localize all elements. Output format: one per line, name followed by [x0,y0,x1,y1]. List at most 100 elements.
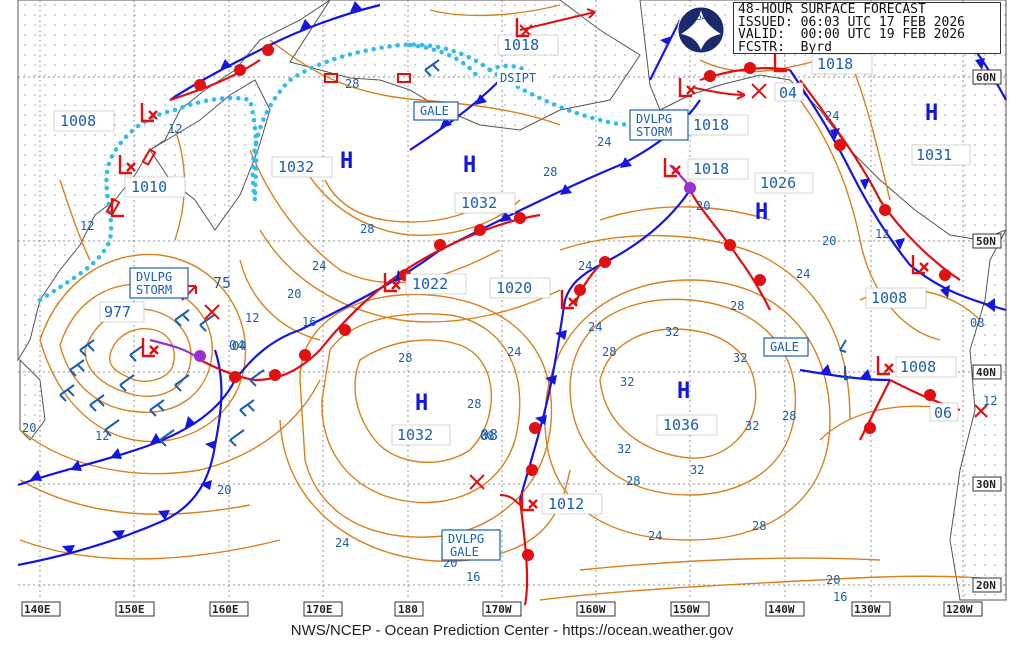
low-center-value: 1008 [900,358,936,376]
warning-line: DVLPG [636,112,672,126]
svg-text:NOAA: NOAA [691,14,712,22]
high-center-value: 1026 [760,174,796,192]
isobar-labels: 12 12 12 28 24 24 20 20 16 12 04 28 24 2… [22,77,997,604]
isobar-label: 12 [875,227,889,241]
lon-label: 170E [306,603,333,616]
isobar-label: 16 [302,315,316,329]
isobar-label: 12 [245,311,259,325]
low-center-value: 1012 [548,495,584,513]
high-center-letter: H [340,149,353,174]
low-center-value: 75 [213,274,231,292]
dissipating-label: DSIPT [500,71,536,85]
isobar-label: 24 [648,529,662,543]
isobar-label: 24 [588,320,602,334]
isobar-label: 20 [22,421,36,435]
high-center-letter: H [925,101,938,126]
lat-label: 40N [976,366,996,379]
warning-line: GALE [450,545,479,559]
isobar-label: 28 [360,222,374,236]
isobar-label: 24 [507,345,521,359]
lat-label: 30N [976,478,996,491]
land-masses [17,0,1007,601]
noaa-logo-icon: NOAA [677,6,725,54]
pressure-centers: H 1032 H 1032 H 1026 H 1031 H 1032 H 103… [53,18,971,515]
high-center-letter: H [755,200,768,225]
isobar-label: 24 [597,135,611,149]
forecast-header: 48-HOUR SURFACE FORECAST ISSUED: 06:03 UT… [733,2,1001,54]
footer-credit: NWS/NCEP - Ocean Prediction Center - htt… [290,622,734,639]
low-center-value: 04 [779,84,797,102]
warm-front-pips [194,44,951,561]
isobar-label: 12 [95,429,109,443]
isobar-label: 28 [626,474,640,488]
isobar-label: 12 [168,122,182,136]
high-center-value: 1032 [278,158,314,176]
warning-line: DVLPG [136,270,172,284]
wind-barbs [59,59,852,447]
low-center-value: 1008 [60,112,96,130]
isobar-label: 28 [398,351,412,365]
isobar-label: 28 [602,345,616,359]
isobar-label: 32 [733,351,747,365]
isobar-label: 16 [833,590,847,604]
warning-line: GALE [420,104,449,118]
isobar-label: 16 [466,570,480,584]
low-center-value: 1018 [817,55,853,73]
header-forecaster: FCSTR: Byrd [738,39,832,55]
isobar-label: 20 [696,199,710,213]
low-center-value: 1010 [131,178,167,196]
low-center-value: 1020 [496,279,532,297]
lat-label: 50N [976,235,996,248]
lon-label: 160E [212,603,239,616]
header-valid: VALID: 00:00 UTC 19 FEB 2026 [738,27,965,42]
cold-front-pips [30,1,995,555]
warning-line: DVLPG [448,532,484,546]
isobar-label: 32 [745,419,759,433]
low-center-value: 977 [104,303,131,321]
isobar-label: 28 [543,165,557,179]
isobar-label: 28 [782,409,796,423]
low-center-value: 1018 [503,36,539,54]
high-center-value: 1031 [916,146,952,164]
warning-line: STORM [636,125,672,139]
warning-line: STORM [136,283,172,297]
isobar-label: 24 [796,267,810,281]
isobar-label: 08 [480,429,494,443]
isobar-label: 24 [825,109,839,123]
isobar-label: 08 [970,316,984,330]
lon-label: 160W [579,603,606,616]
low-center-value: 04 [229,339,245,354]
isobar-label: 12 [80,219,94,233]
isobar-label: 24 [335,536,349,550]
lon-label: 150E [118,603,145,616]
isobar-label: 20 [826,573,840,587]
warning-labels: DVLPG STORM DVLPG STORM DVLPG GALE GALE … [129,70,809,561]
lon-label: 140E [24,603,51,616]
high-center-value: 1036 [663,416,699,434]
high-center-letter: H [415,391,428,416]
low-center-value: 1008 [871,289,907,307]
lon-label: 150W [673,603,700,616]
high-center-letter: H [677,379,690,404]
isobar-label: 28 [467,397,481,411]
low-center-value: 08 [480,426,498,444]
isobar-label: 20 [217,483,231,497]
lon-label: 170W [485,603,512,616]
isobar-label: 20 [822,234,836,248]
isobar-label: 32 [620,375,634,389]
isobar-label: 28 [730,299,744,313]
low-center-value: 06 [934,404,952,422]
red-markers [105,8,988,506]
longitude-labels: 140E 150E 160E 170E 180 170W 160W 150W 1… [21,601,983,617]
lon-label: 180 [398,603,418,616]
lon-label: 120W [946,603,973,616]
low-center-value: 1018 [693,160,729,178]
isobar-label: 28 [752,519,766,533]
isobar-label: 32 [665,325,679,339]
high-center-letter: H [463,153,476,178]
low-center-value: 1018 [693,116,729,134]
warning-line: GALE [770,340,799,354]
lat-label: 20N [976,579,996,592]
lon-label: 140W [768,603,795,616]
high-center-value: 1032 [397,426,433,444]
